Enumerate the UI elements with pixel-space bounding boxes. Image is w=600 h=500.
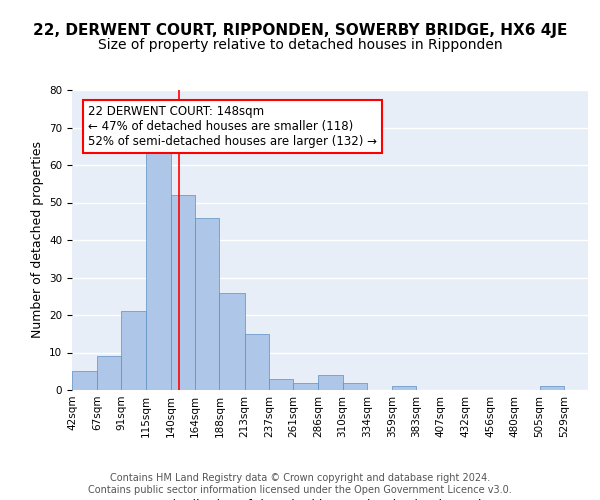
Text: 22 DERWENT COURT: 148sqm
← 47% of detached houses are smaller (118)
52% of semi-: 22 DERWENT COURT: 148sqm ← 47% of detach… [88,105,377,148]
Bar [269,379,293,390]
Bar [539,386,564,390]
Text: Size of property relative to detached houses in Ripponden: Size of property relative to detached ho… [98,38,502,52]
Bar [293,382,319,390]
Bar [146,135,171,390]
Bar [97,356,121,390]
Bar [121,311,146,390]
Y-axis label: Number of detached properties: Number of detached properties [31,142,44,338]
Bar [392,386,416,390]
Bar [245,334,269,390]
Bar [171,195,195,390]
Text: 22, DERWENT COURT, RIPPONDEN, SOWERBY BRIDGE, HX6 4JE: 22, DERWENT COURT, RIPPONDEN, SOWERBY BR… [33,22,567,38]
Text: Contains HM Land Registry data © Crown copyright and database right 2024.
Contai: Contains HM Land Registry data © Crown c… [88,474,512,495]
Bar [72,371,97,390]
Bar [195,218,220,390]
Bar [220,292,245,390]
Bar [343,382,367,390]
Bar [319,375,343,390]
